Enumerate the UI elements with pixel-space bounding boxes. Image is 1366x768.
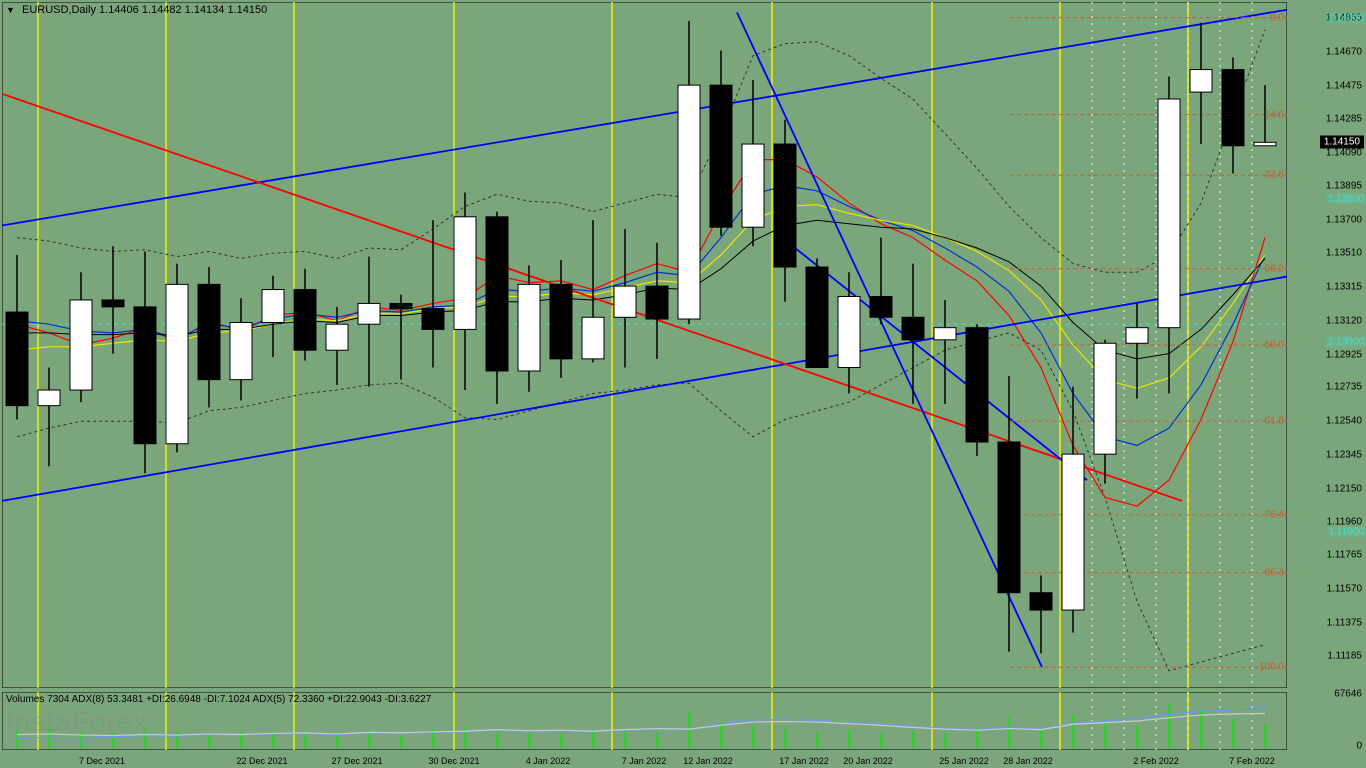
price-tick: 1.12540 [1326, 416, 1362, 427]
price-tick: 1.13700 [1326, 215, 1362, 226]
price-tick: 1.12345 [1326, 450, 1362, 461]
indicator-label: Volumes 7304 ADX(8) 53.3481 +DI:26.6948 … [6, 694, 431, 705]
price-tick: 1.13895 [1326, 181, 1362, 192]
date-tick: 7 Dec 2021 [79, 756, 125, 766]
date-tick: 2 Feb 2022 [1133, 756, 1179, 766]
price-tick: 1.11570 [1327, 584, 1362, 595]
date-tick: 20 Jan 2022 [843, 756, 893, 766]
fib-level-label: 38.2 [1265, 263, 1284, 274]
date-tick: 22 Dec 2021 [236, 756, 287, 766]
date-axis: 7 Dec 2021 22 Dec 2021 27 Dec 2021 30 Dec 2… [2, 750, 1287, 768]
fib-level-label: 76.4 [1265, 509, 1284, 520]
price-tick: 1.14285 [1326, 113, 1362, 124]
price-tick: 1.12150 [1326, 483, 1362, 494]
chart-title: ▼ EURUSD,Daily 1.14406 1.14482 1.14134 1… [6, 4, 267, 16]
price-tick: 1.13315 [1326, 281, 1362, 292]
date-tick: 17 Jan 2022 [779, 756, 829, 766]
fib-level-label: 100.0 [1259, 662, 1284, 673]
price-tick: 1.14475 [1326, 81, 1362, 92]
price-chart-area[interactable] [2, 2, 1287, 688]
price-tick: 1.13120 [1326, 315, 1362, 326]
fib-level-label: 14.6 [1265, 109, 1284, 120]
price-tick: 1.13510 [1326, 248, 1362, 259]
date-tick: 7 Jan 2022 [622, 756, 667, 766]
fib-level-label: 85.4 [1265, 567, 1284, 578]
date-tick: 7 Feb 2022 [1229, 756, 1275, 766]
chart-canvas [2, 2, 1287, 688]
fib-price-label: 1.13800 [1326, 194, 1366, 205]
fib-level-label: 61.8 [1265, 416, 1284, 427]
price-tick: 1.11375 [1327, 618, 1362, 629]
chart-window[interactable]: ▼ EURUSD,Daily 1.14406 1.14482 1.14134 1… [0, 0, 1366, 768]
fib-price-label: 1.13000 [1326, 336, 1366, 347]
price-tick: 1.14670 [1326, 47, 1362, 58]
price-tick: 1.12925 [1326, 349, 1362, 360]
fib-level-label: 23.6 [1265, 170, 1284, 181]
price-tick: 1.11765 [1327, 550, 1362, 561]
symbol-label: EURUSD,Daily [22, 4, 96, 16]
watermark: InstaForex Instant Forex Trading [6, 708, 148, 744]
date-tick: 27 Dec 2021 [331, 756, 382, 766]
fib-price-label: 1.14000 [1326, 12, 1366, 23]
date-tick: 28 Jan 2022 [1003, 756, 1053, 766]
price-tick: 1.12735 [1326, 382, 1362, 393]
indicator-tick: 0 [1356, 741, 1362, 752]
indicator-area[interactable]: Volumes 7304 ADX(8) 53.3481 +DI:26.6948 … [2, 692, 1287, 750]
date-tick: 12 Jan 2022 [683, 756, 733, 766]
ohlc-label: 1.14406 1.14482 1.14134 1.14150 [99, 4, 267, 16]
current-price-marker: 1.14150 [1320, 136, 1364, 149]
date-tick: 30 Dec 2021 [428, 756, 479, 766]
price-tick: 1.11185 [1327, 650, 1362, 661]
dropdown-arrow-icon: ▼ [6, 5, 15, 15]
price-axis: 1.148651.146701.144751.142851.140901.138… [1287, 0, 1366, 750]
date-tick: 4 Jan 2022 [526, 756, 571, 766]
fib-level-label: 50.0 [1265, 340, 1284, 351]
price-tick: 1.14090 [1326, 147, 1362, 158]
indicator-tick: 67646 [1334, 689, 1362, 700]
watermark-logo: InstaForex [6, 708, 148, 736]
fib-level-label: 0.0 [1270, 12, 1284, 23]
date-tick: 25 Jan 2022 [939, 756, 989, 766]
fib-price-label: 1.11900 [1327, 527, 1366, 538]
price-tick: 1.11960 [1327, 516, 1362, 527]
